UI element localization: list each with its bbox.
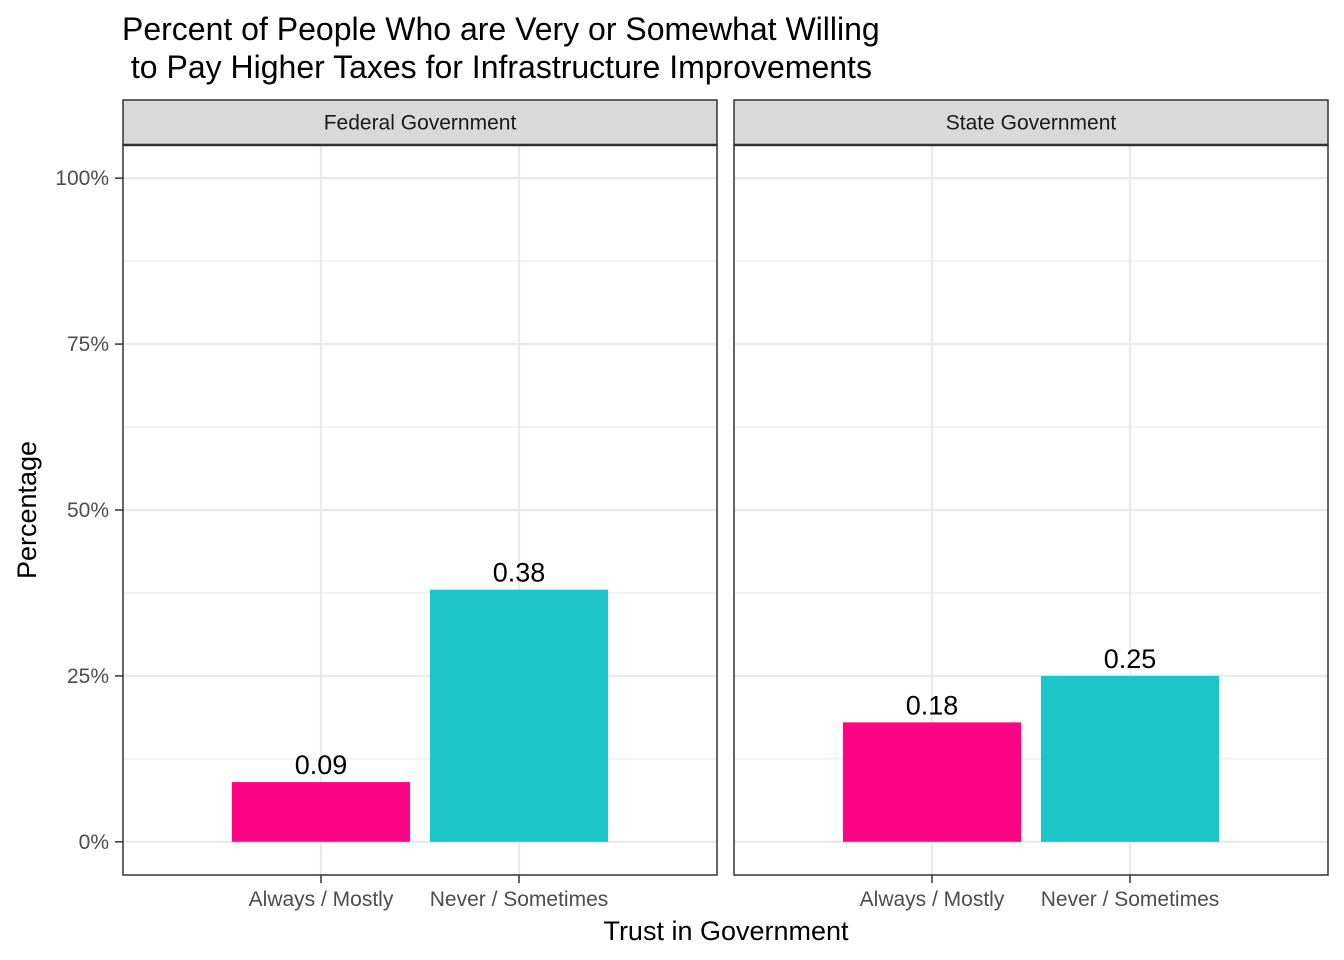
chart-title-line-2: to Pay Higher Taxes for Infrastructure I… — [122, 49, 872, 85]
y-tick-label: 50% — [67, 499, 109, 522]
x-axis-title: Trust in Government — [603, 916, 849, 946]
strip-background — [733, 99, 1329, 146]
x-tick-label: Never / Sometimes — [1041, 888, 1220, 911]
facet-panel-2: 0.18 0.25 State Government Always / Mostly N… — [733, 99, 1329, 911]
data-label: 0.25 — [1104, 644, 1157, 674]
strip-background — [122, 99, 718, 146]
y-tick-label: 75% — [67, 333, 109, 356]
y-tick-label: 25% — [67, 665, 109, 688]
data-label: 0.09 — [295, 750, 348, 780]
facets: 0.09 0.38 Federal Government Always / Mostl… — [122, 99, 1329, 911]
y-axis-title: Percentage — [12, 441, 42, 579]
y-axis: 0% 25% 50% 75% 100% — [55, 167, 123, 854]
x-tick-label: Always / Mostly — [249, 888, 394, 911]
facet-strip-label: State Government — [946, 112, 1117, 135]
data-label: 0.38 — [493, 558, 546, 588]
facet-panel-1: 0.09 0.38 Federal Government Always / Mostl… — [122, 99, 718, 911]
x-tick-label: Never / Sometimes — [430, 888, 609, 911]
facet-strip-label: Federal Government — [324, 112, 517, 135]
chart-title-line-1: Percent of People Who are Very or Somewh… — [122, 11, 880, 47]
bar-always-mostly-2 — [842, 722, 1022, 842]
y-tick-label: 100% — [55, 167, 109, 190]
chart-title: Percent of People Who are Very or Somewh… — [122, 11, 880, 85]
bar-never-sometimes-1 — [429, 589, 609, 842]
bar-always-mostly-1 — [231, 782, 411, 842]
bar-never-sometimes-2 — [1040, 675, 1220, 842]
data-label: 0.18 — [906, 690, 959, 720]
x-tick-label: Always / Mostly — [860, 888, 1005, 911]
y-tick-label: 0% — [79, 831, 109, 854]
